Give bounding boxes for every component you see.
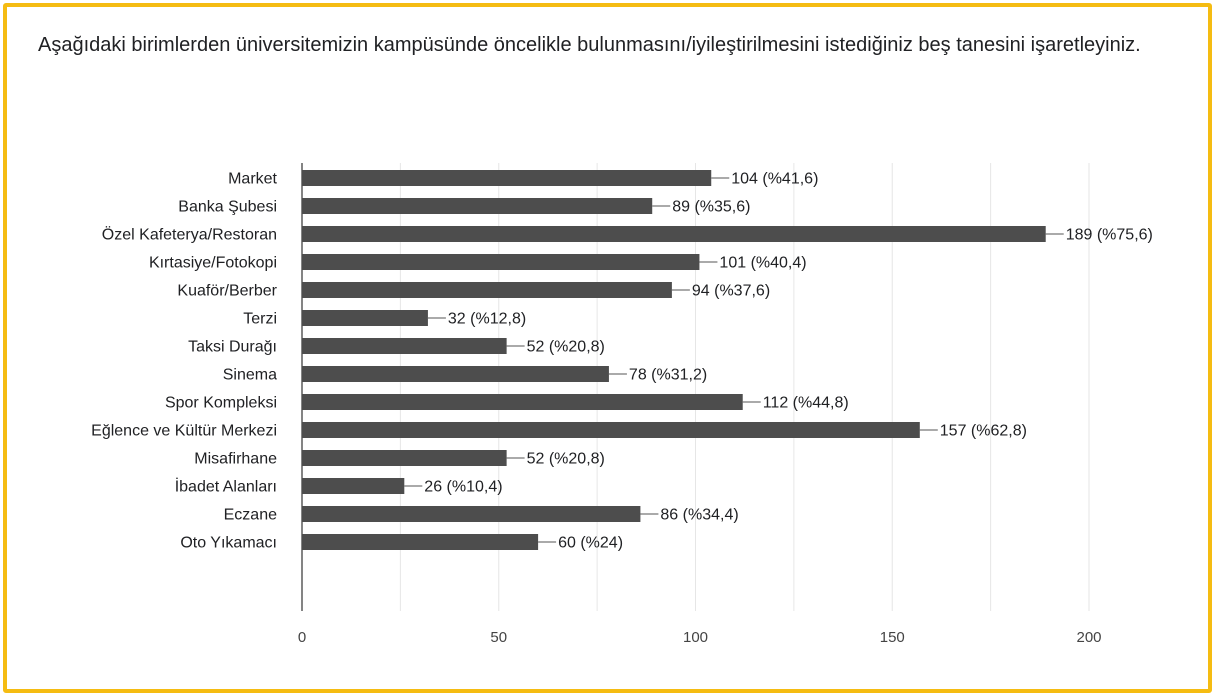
bar <box>302 478 404 494</box>
data-label: 189 (%75,6) <box>1066 227 1153 244</box>
data-label: 26 (%10,4) <box>424 479 502 496</box>
data-label: 60 (%24) <box>558 535 623 552</box>
category-label: Banka Şubesi <box>178 199 277 216</box>
data-label: 89 (%35,6) <box>672 199 750 216</box>
data-label: 78 (%31,2) <box>629 367 707 384</box>
category-label: Eğlence ve Kültür Merkezi <box>91 423 277 440</box>
category-label: Misafirhane <box>194 451 277 468</box>
bar <box>302 534 538 550</box>
bar <box>302 506 640 522</box>
bar <box>302 254 699 270</box>
category-label: Kuaför/Berber <box>177 283 277 300</box>
data-label: 86 (%34,4) <box>660 507 738 524</box>
data-label: 52 (%20,8) <box>527 339 605 356</box>
data-label: 101 (%40,4) <box>719 255 806 272</box>
data-label: 112 (%44,8) <box>763 395 849 412</box>
category-label: Oto Yıkamacı <box>180 535 277 552</box>
x-tick-label: 50 <box>490 629 507 646</box>
data-label: 52 (%20,8) <box>527 451 605 468</box>
category-label: Spor Kompleksi <box>165 395 277 412</box>
category-label: Özel Kafeterya/Restoran <box>102 226 277 244</box>
data-label: 104 (%41,6) <box>731 171 818 188</box>
category-label: Eczane <box>224 507 277 524</box>
category-label: Terzi <box>243 311 277 328</box>
bar <box>302 366 609 382</box>
category-label: İbadet Alanları <box>175 477 277 496</box>
data-label: 32 (%12,8) <box>448 311 526 328</box>
category-label: Taksi Durağı <box>188 339 277 356</box>
bar <box>302 422 920 438</box>
category-label: Kırtasiye/Fotokopi <box>149 255 277 272</box>
bar <box>302 450 507 466</box>
bar <box>302 226 1046 242</box>
bar <box>302 310 428 326</box>
bar <box>302 394 743 410</box>
bar <box>302 282 672 298</box>
bar <box>302 198 652 214</box>
bar <box>302 170 711 186</box>
data-label: 94 (%37,6) <box>692 283 770 300</box>
x-tick-label: 150 <box>880 629 905 646</box>
category-label: Market <box>228 171 277 188</box>
category-label: Sinema <box>223 367 277 384</box>
x-tick-label: 0 <box>298 629 306 646</box>
x-tick-label: 100 <box>683 629 708 646</box>
x-tick-label: 200 <box>1076 629 1101 646</box>
data-label: 157 (%62,8) <box>940 423 1027 440</box>
bar <box>302 338 507 354</box>
